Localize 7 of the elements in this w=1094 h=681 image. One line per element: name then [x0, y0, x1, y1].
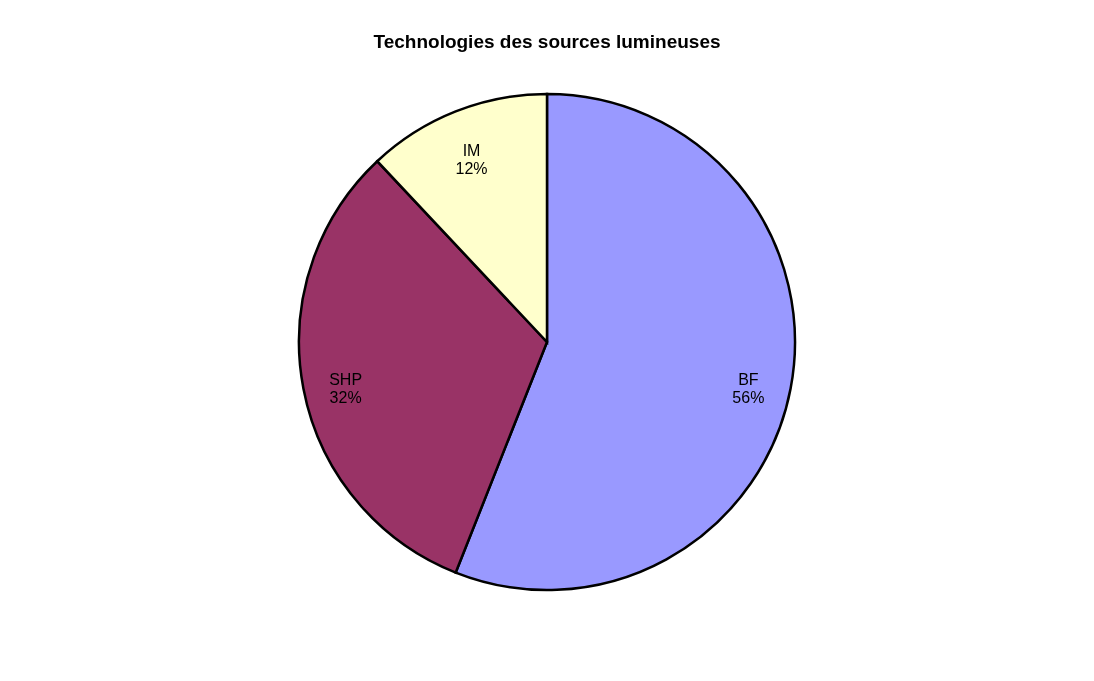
slice-label: BF — [738, 371, 759, 389]
data-label: 12% — [455, 160, 488, 178]
slice-label: SHP — [329, 371, 363, 389]
data-label: 56% — [732, 389, 765, 407]
data-label: 32% — [329, 389, 362, 407]
slice-label: IM — [462, 142, 481, 160]
chart-title: Technologies des sources lumineuses — [373, 31, 721, 52]
